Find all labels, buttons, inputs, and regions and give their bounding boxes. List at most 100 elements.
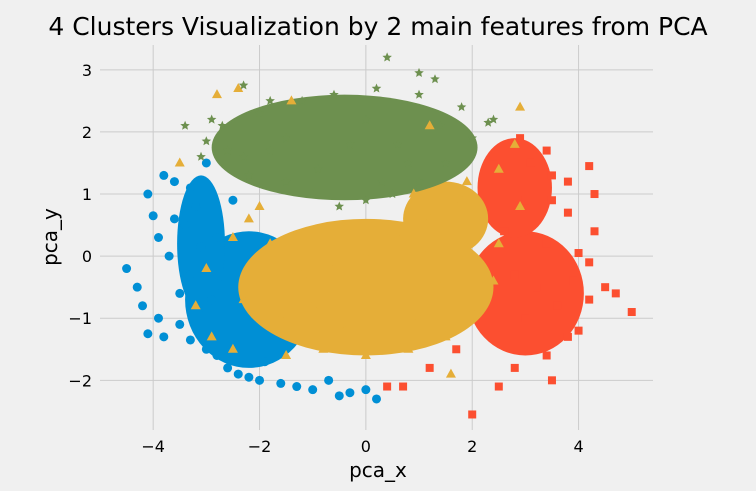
data-point — [510, 270, 519, 279]
data-point — [243, 213, 254, 223]
data-point — [489, 152, 498, 161]
data-point — [212, 350, 222, 360]
data-point — [244, 170, 254, 180]
data-point — [324, 375, 334, 385]
data-point — [408, 188, 419, 198]
data-point — [542, 239, 551, 248]
data-point — [233, 369, 243, 379]
y-axis-label: pca_y — [38, 208, 62, 266]
data-point — [521, 196, 530, 205]
data-point — [430, 74, 440, 84]
data-point — [334, 391, 344, 401]
data-point — [227, 343, 238, 353]
data-point — [222, 145, 233, 155]
data-point — [563, 177, 572, 186]
data-point — [254, 108, 265, 118]
data-point — [440, 158, 451, 167]
data-point — [201, 344, 211, 354]
data-point — [297, 269, 308, 279]
data-point — [201, 263, 212, 273]
data-point — [547, 171, 556, 180]
data-point — [574, 326, 583, 335]
data-point — [569, 276, 578, 285]
data-point — [585, 162, 594, 171]
data-point — [361, 385, 371, 395]
data-point — [206, 331, 217, 341]
data-point — [461, 176, 472, 186]
data-point — [547, 196, 556, 205]
data-point — [382, 306, 393, 316]
data-point — [276, 378, 286, 388]
data-point — [233, 82, 244, 92]
data-point — [255, 375, 265, 385]
data-point — [574, 249, 583, 258]
data-point — [238, 80, 249, 90]
data-point — [164, 251, 174, 261]
data-point — [180, 220, 190, 230]
data-point — [361, 195, 371, 205]
data-point — [281, 176, 291, 186]
data-point — [532, 283, 541, 292]
data-point — [516, 134, 525, 143]
data-point — [254, 200, 265, 210]
data-point — [611, 289, 620, 298]
data-point — [435, 120, 446, 130]
data-point — [360, 250, 371, 260]
data-point — [468, 410, 477, 419]
data-point — [510, 363, 519, 372]
data-point — [601, 283, 610, 292]
data-point — [228, 195, 238, 205]
data-point — [153, 233, 163, 242]
data-point — [403, 343, 414, 353]
data-point — [345, 139, 355, 149]
data-point — [627, 308, 636, 317]
data-point — [175, 319, 185, 329]
data-point — [153, 313, 163, 323]
data-point — [515, 200, 526, 210]
data-point — [148, 211, 158, 221]
data-point — [328, 263, 339, 273]
data-point — [383, 382, 392, 391]
y-tick-label: −1 — [68, 309, 92, 328]
data-point — [143, 329, 153, 339]
data-point — [456, 194, 467, 204]
data-point — [185, 335, 195, 345]
data-point — [414, 312, 425, 322]
data-point — [392, 232, 403, 241]
x-tick-label: 2 — [467, 437, 477, 456]
data-point — [526, 158, 535, 167]
data-point — [169, 177, 179, 187]
data-point — [414, 89, 424, 99]
data-point — [196, 242, 206, 252]
data-point — [483, 117, 493, 127]
data-point — [488, 275, 499, 285]
data-point — [122, 264, 132, 274]
data-point — [313, 164, 323, 174]
data-point — [563, 208, 572, 217]
data-point — [493, 163, 504, 173]
data-point — [488, 114, 499, 124]
chart-title: 4 Clusters Visualization by 2 main featu… — [48, 12, 707, 41]
data-point — [207, 295, 217, 305]
tick-labels: −4 −2 0 2 4 −2 −1 0 1 2 3 — [68, 61, 583, 456]
data-point — [424, 213, 435, 223]
cluster-density-region — [477, 138, 552, 238]
x-axis-label: pca_x — [349, 458, 407, 482]
data-point — [212, 233, 222, 242]
data-point — [143, 189, 153, 199]
data-point — [585, 258, 594, 267]
data-point — [387, 189, 398, 199]
data-point — [382, 52, 392, 62]
data-point — [185, 270, 195, 280]
data-point — [159, 170, 169, 180]
data-point — [403, 158, 414, 167]
data-point — [227, 232, 238, 241]
data-point — [265, 145, 275, 155]
data-point — [238, 294, 249, 304]
data-point — [191, 201, 201, 211]
data-point — [414, 176, 424, 186]
scatter-points — [122, 52, 636, 419]
data-point — [500, 227, 509, 236]
data-point — [329, 89, 339, 99]
data-point — [440, 331, 451, 341]
